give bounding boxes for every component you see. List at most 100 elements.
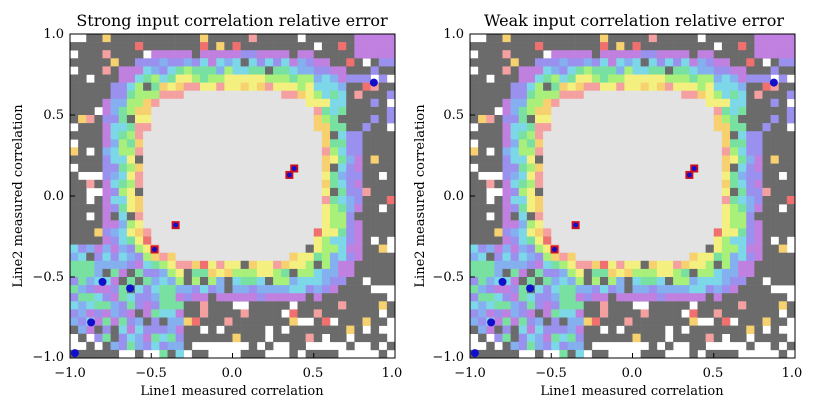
heatmap-cell	[346, 341, 355, 351]
heatmap-cell	[321, 131, 331, 140]
heatmap-cell	[118, 115, 128, 124]
heatmap-cell	[273, 293, 282, 302]
heatmap-cell	[518, 268, 528, 278]
heatmap-cell	[591, 34, 601, 43]
heatmap-cell	[738, 252, 747, 262]
heatmap-cell	[721, 317, 731, 326]
heatmap-cell	[518, 131, 528, 140]
heatmap-cell	[191, 74, 201, 83]
heatmap-cell	[575, 66, 585, 75]
heatmap-cell	[705, 66, 715, 75]
heatmap-cell	[118, 309, 128, 318]
heatmap-cell	[151, 301, 160, 310]
heatmap-cell	[118, 187, 128, 197]
heatmap-cell	[486, 277, 495, 286]
heatmap-cell	[289, 333, 298, 343]
heatmap-cell	[616, 58, 625, 67]
heatmap-cell	[346, 42, 355, 51]
heatmap-cell	[240, 58, 250, 67]
heatmap-cell	[338, 260, 347, 270]
heatmap-cell	[608, 260, 617, 270]
heatmap-cell	[591, 204, 601, 213]
heatmap-cell	[86, 66, 95, 75]
heatmap-cell	[354, 236, 363, 245]
heatmap-cell	[648, 220, 658, 229]
heatmap-cell	[689, 268, 698, 278]
heatmap-cell	[94, 228, 103, 237]
heatmap-cell	[118, 155, 128, 164]
heatmap-cell	[673, 42, 682, 51]
heatmap-cell	[624, 66, 633, 75]
heatmap-cell	[681, 204, 690, 213]
heatmap-cells	[70, 34, 396, 359]
heatmap-cell	[665, 252, 674, 262]
heatmap-cell	[143, 187, 152, 197]
heatmap-cell	[151, 42, 160, 51]
heatmap-cell	[208, 268, 217, 278]
heatmap-cell	[240, 34, 250, 43]
heatmap-cell	[624, 74, 633, 83]
heatmap-cell	[346, 212, 355, 221]
heatmap-cell	[273, 236, 282, 245]
heatmap-cell	[289, 58, 298, 67]
heatmap-cell	[143, 204, 152, 213]
heatmap-cell	[486, 34, 495, 43]
heatmap-cell	[608, 309, 617, 318]
heatmap-cell	[370, 252, 380, 262]
heatmap-cell	[200, 179, 209, 189]
heatmap-cell	[110, 58, 120, 67]
heatmap-cell	[730, 244, 739, 253]
heatmap-cell	[510, 90, 520, 100]
heatmap-cell	[730, 131, 739, 140]
heatmap-cell	[346, 123, 355, 132]
heatmap-cell	[118, 325, 128, 334]
heatmap-cell	[762, 285, 771, 294]
heatmap-cell	[248, 212, 258, 221]
heatmap-cell	[535, 309, 544, 318]
heatmap-cell	[681, 333, 690, 343]
heatmap-cell	[370, 301, 380, 310]
heatmap-cell	[494, 244, 503, 253]
heatmap-cell	[713, 98, 723, 108]
heatmap-cell	[118, 301, 128, 310]
heatmap-cell	[746, 268, 755, 278]
heatmap-cell	[559, 349, 568, 359]
heatmap-cell	[102, 115, 111, 124]
heatmap-cell	[143, 277, 152, 286]
heatmap-cell	[559, 58, 568, 67]
heatmap-cell	[681, 74, 690, 83]
heatmap-cell	[143, 34, 152, 43]
heatmap-cell	[754, 236, 763, 245]
heatmap-cell	[313, 163, 323, 172]
heatmap-cell	[232, 204, 241, 213]
heatmap-cell	[159, 309, 168, 318]
heatmap-cell	[730, 82, 739, 91]
heatmap-cell	[575, 147, 585, 156]
heatmap-cell	[551, 74, 560, 83]
heatmap-cell	[608, 82, 617, 91]
heatmap-cell	[746, 90, 755, 100]
heatmap-cell	[305, 260, 315, 270]
heatmap-cell	[486, 301, 495, 310]
heatmap-cell	[338, 115, 347, 124]
heatmap-cell	[159, 325, 168, 334]
heatmap-cell	[289, 50, 298, 59]
y-tick-label: −0.5	[432, 270, 464, 285]
heatmap-cell	[786, 277, 796, 286]
heatmap-cell	[86, 131, 95, 140]
heatmap-cell	[143, 228, 152, 237]
heatmap-cell	[346, 147, 355, 156]
heatmap-cell	[624, 34, 633, 43]
heatmap-cell	[778, 349, 788, 359]
heatmap-cell	[191, 301, 201, 310]
heatmap-cell	[143, 285, 152, 294]
heatmap-cell	[297, 131, 306, 140]
heatmap-cell	[273, 34, 282, 43]
heatmap-cell	[167, 58, 176, 67]
heatmap-cell	[510, 212, 520, 221]
heatmap-cell	[786, 50, 796, 59]
heatmap-cell	[730, 171, 739, 181]
heatmap-cell	[656, 171, 666, 181]
heatmap-cell	[281, 34, 290, 43]
heatmap-cell	[567, 236, 576, 245]
